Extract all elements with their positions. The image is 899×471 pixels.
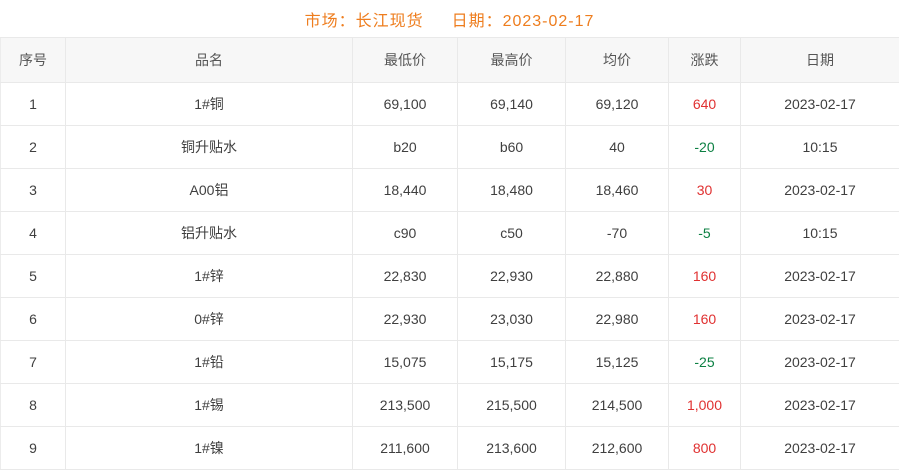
page-title: 市场：长江现货 日期：2023-02-17 xyxy=(0,0,899,37)
cell-date: 10:15 xyxy=(740,211,899,255)
cell-seq: 1 xyxy=(0,82,66,126)
cell-change: 160 xyxy=(668,254,741,298)
column-header-name: 品名 xyxy=(65,37,353,83)
table-row: 6 0#锌 22,930 23,030 22,980 160 2023-02-1… xyxy=(0,297,899,341)
cell-seq: 7 xyxy=(0,340,66,384)
cell-date: 2023-02-17 xyxy=(740,426,899,470)
cell-date: 2023-02-17 xyxy=(740,168,899,212)
cell-high-price: 15,175 xyxy=(457,340,566,384)
table-row: 5 1#锌 22,830 22,930 22,880 160 2023-02-1… xyxy=(0,254,899,298)
cell-change: 30 xyxy=(668,168,741,212)
table-body: 1 1#铜 69,100 69,140 69,120 640 2023-02-1… xyxy=(0,82,899,470)
cell-avg-price: 40 xyxy=(565,125,669,169)
cell-product-name: A00铝 xyxy=(65,168,353,212)
cell-low-price: 69,100 xyxy=(352,82,458,126)
cell-seq: 2 xyxy=(0,125,66,169)
cell-date: 2023-02-17 xyxy=(740,383,899,427)
table-row: 2 铜升贴水 b20 b60 40 -20 10:15 xyxy=(0,125,899,169)
cell-change: -20 xyxy=(668,125,741,169)
cell-date: 2023-02-17 xyxy=(740,82,899,126)
market-label: 市场：长江现货 xyxy=(304,12,424,30)
cell-product-name: 1#镍 xyxy=(65,426,353,470)
cell-avg-price: 69,120 xyxy=(565,82,669,126)
cell-low-price: c90 xyxy=(352,211,458,255)
cell-product-name: 1#铜 xyxy=(65,82,353,126)
table-row: 8 1#锡 213,500 215,500 214,500 1,000 2023… xyxy=(0,383,899,427)
cell-change: -5 xyxy=(668,211,741,255)
cell-change: -25 xyxy=(668,340,741,384)
cell-high-price: 22,930 xyxy=(457,254,566,298)
cell-seq: 9 xyxy=(0,426,66,470)
cell-low-price: 22,930 xyxy=(352,297,458,341)
cell-avg-price: 18,460 xyxy=(565,168,669,212)
cell-high-price: c50 xyxy=(457,211,566,255)
cell-product-name: 铜升贴水 xyxy=(65,125,353,169)
table-header-row: 序号 品名 最低价 最高价 均价 涨跌 日期 xyxy=(0,37,899,83)
table-row: 1 1#铜 69,100 69,140 69,120 640 2023-02-1… xyxy=(0,82,899,126)
cell-date: 10:15 xyxy=(740,125,899,169)
cell-seq: 8 xyxy=(0,383,66,427)
cell-high-price: 213,600 xyxy=(457,426,566,470)
cell-seq: 6 xyxy=(0,297,66,341)
cell-high-price: b60 xyxy=(457,125,566,169)
cell-low-price: 22,830 xyxy=(352,254,458,298)
cell-seq: 4 xyxy=(0,211,66,255)
cell-low-price: 18,440 xyxy=(352,168,458,212)
column-header-low: 最低价 xyxy=(352,37,458,83)
column-header-date: 日期 xyxy=(740,37,899,83)
cell-avg-price: 22,880 xyxy=(565,254,669,298)
cell-change: 640 xyxy=(668,82,741,126)
column-header-seq: 序号 xyxy=(0,37,66,83)
cell-product-name: 0#锌 xyxy=(65,297,353,341)
cell-change: 800 xyxy=(668,426,741,470)
cell-product-name: 铝升贴水 xyxy=(65,211,353,255)
column-header-avg: 均价 xyxy=(565,37,669,83)
cell-date: 2023-02-17 xyxy=(740,254,899,298)
cell-avg-price: 212,600 xyxy=(565,426,669,470)
cell-high-price: 69,140 xyxy=(457,82,566,126)
column-header-high: 最高价 xyxy=(457,37,566,83)
cell-product-name: 1#铅 xyxy=(65,340,353,384)
price-table: 序号 品名 最低价 最高价 均价 涨跌 日期 1 1#铜 69,100 69,1… xyxy=(0,37,899,470)
cell-avg-price: 22,980 xyxy=(565,297,669,341)
cell-avg-price: -70 xyxy=(565,211,669,255)
table-row: 4 铝升贴水 c90 c50 -70 -5 10:15 xyxy=(0,211,899,255)
cell-avg-price: 214,500 xyxy=(565,383,669,427)
cell-low-price: 15,075 xyxy=(352,340,458,384)
cell-product-name: 1#锌 xyxy=(65,254,353,298)
cell-low-price: 211,600 xyxy=(352,426,458,470)
table-row: 7 1#铅 15,075 15,175 15,125 -25 2023-02-1… xyxy=(0,340,899,384)
cell-date: 2023-02-17 xyxy=(740,297,899,341)
cell-date: 2023-02-17 xyxy=(740,340,899,384)
cell-high-price: 215,500 xyxy=(457,383,566,427)
table-row: 3 A00铝 18,440 18,480 18,460 30 2023-02-1… xyxy=(0,168,899,212)
cell-seq: 5 xyxy=(0,254,66,298)
date-label: 日期：2023-02-17 xyxy=(451,12,595,30)
cell-high-price: 23,030 xyxy=(457,297,566,341)
cell-change: 160 xyxy=(668,297,741,341)
cell-avg-price: 15,125 xyxy=(565,340,669,384)
cell-product-name: 1#锡 xyxy=(65,383,353,427)
column-header-change: 涨跌 xyxy=(668,37,741,83)
cell-high-price: 18,480 xyxy=(457,168,566,212)
cell-seq: 3 xyxy=(0,168,66,212)
cell-change: 1,000 xyxy=(668,383,741,427)
table-row: 9 1#镍 211,600 213,600 212,600 800 2023-0… xyxy=(0,426,899,470)
cell-low-price: b20 xyxy=(352,125,458,169)
cell-low-price: 213,500 xyxy=(352,383,458,427)
